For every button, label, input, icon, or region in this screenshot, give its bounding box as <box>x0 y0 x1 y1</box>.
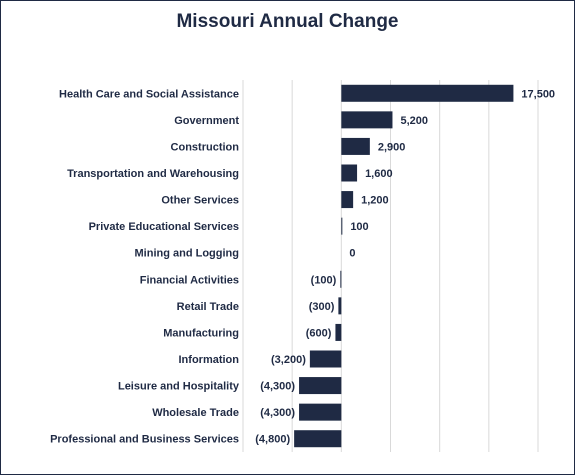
value-label: (600) <box>306 327 332 339</box>
category-label: Financial Activities <box>140 274 239 286</box>
value-label: (4,300) <box>260 407 295 419</box>
value-label: (3,200) <box>271 354 306 366</box>
bar <box>335 323 342 341</box>
category-label: Retail Trade <box>177 301 239 313</box>
value-label: 5,200 <box>400 115 428 127</box>
category-label: Manufacturing <box>163 327 239 339</box>
category-label: Government <box>174 115 239 127</box>
category-label: Construction <box>171 141 240 153</box>
category-label: Wholesale Trade <box>152 407 239 419</box>
value-label: 2,900 <box>378 141 406 153</box>
value-label: (4,300) <box>260 381 295 393</box>
category-label: Mining and Logging <box>135 248 239 260</box>
bar <box>299 377 342 395</box>
category-label: Other Services <box>161 195 239 207</box>
bar <box>299 403 342 421</box>
bar <box>309 350 342 368</box>
bar <box>341 84 514 102</box>
bar <box>341 217 343 235</box>
bar <box>340 270 342 288</box>
category-label: Private Educational Services <box>89 221 239 233</box>
category-label: Professional and Business Services <box>50 434 239 446</box>
value-label: (4,800) <box>255 434 290 446</box>
bar <box>338 297 342 315</box>
bar <box>294 430 342 448</box>
chart-title: Missouri Annual Change <box>176 11 399 32</box>
category-label: Leisure and Hospitality <box>118 381 240 393</box>
category-label: Health Care and Social Assistance <box>59 88 239 100</box>
value-label: (300) <box>309 301 335 313</box>
category-label: Transportation and Warehousing <box>67 168 239 180</box>
bar <box>341 111 393 129</box>
bar <box>341 164 358 182</box>
value-label: (100) <box>311 274 337 286</box>
value-label: 1,200 <box>361 195 389 207</box>
value-label: 17,500 <box>521 88 555 100</box>
bar <box>341 137 370 155</box>
category-label: Information <box>179 354 240 366</box>
value-label: 0 <box>349 248 355 260</box>
bar <box>341 191 354 209</box>
value-label: 1,600 <box>365 168 393 180</box>
value-label: 100 <box>350 221 368 233</box>
